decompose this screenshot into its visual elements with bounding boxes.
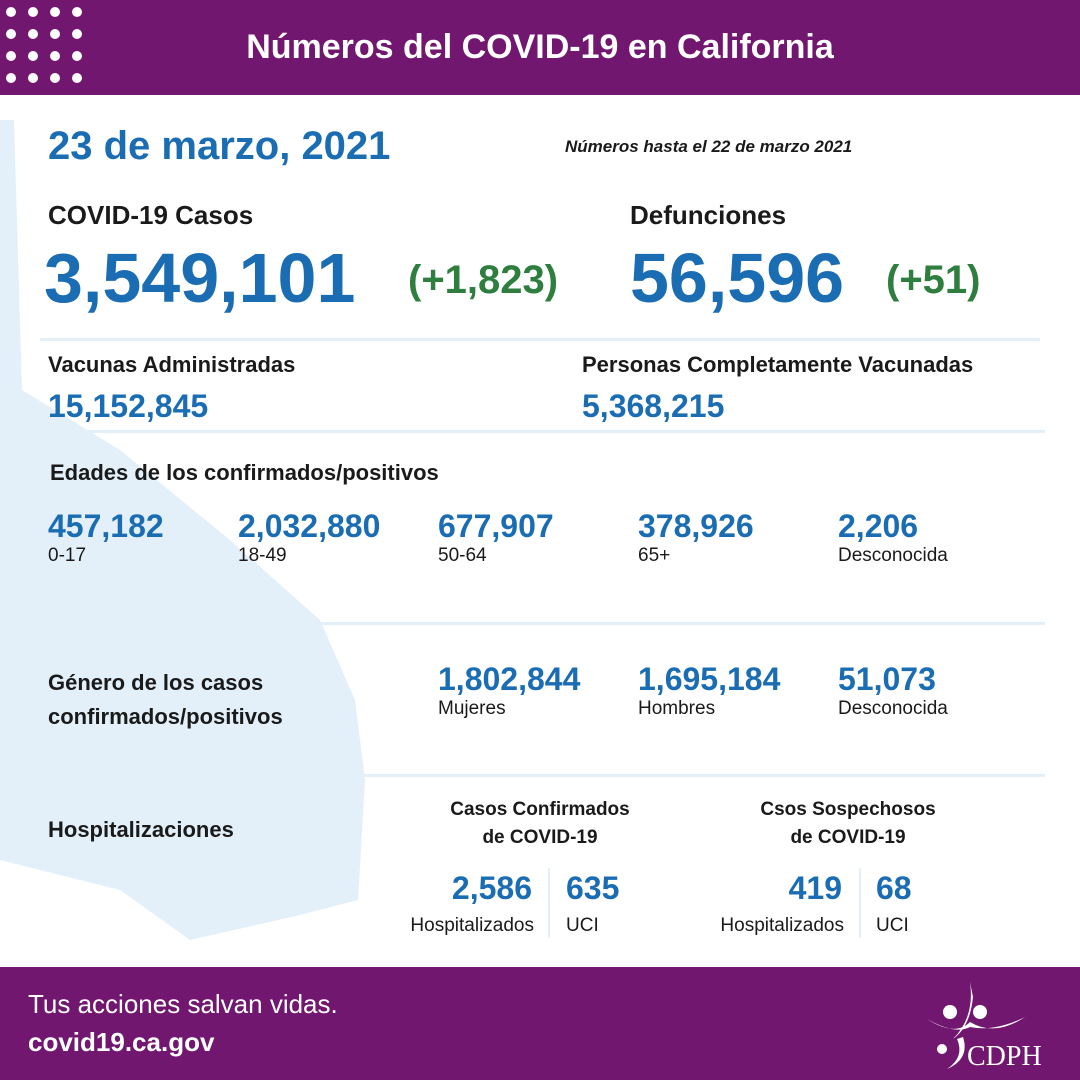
svg-text:CDPH: CDPH xyxy=(967,1041,1042,1072)
fully-vaccinated-value: 5,368,215 xyxy=(582,388,725,424)
confirmed-title: Casos Confirmados de COVID-19 xyxy=(450,799,630,848)
hospitalizations-label: Hospitalizaciones xyxy=(48,817,234,842)
divider xyxy=(40,430,1045,433)
confirmed-icu-label: UCI xyxy=(566,915,599,936)
cases-label: COVID-19 Casos xyxy=(48,200,254,230)
age-group: 2,032,880 18-49 xyxy=(238,508,380,567)
age-value: 2,206 xyxy=(838,508,919,544)
confirmed-hosp-label: Hospitalizados xyxy=(410,915,534,936)
age-label: 0-17 xyxy=(48,545,87,566)
tagline: Tus acciones salvan vidas. xyxy=(28,989,338,1019)
confirmed-icu-value: 635 xyxy=(566,870,620,906)
cdph-logo: CDPH xyxy=(925,977,1055,1072)
deaths-change: (+51) xyxy=(886,258,981,302)
website-link[interactable]: covid19.ca.gov xyxy=(28,1027,215,1057)
divider xyxy=(40,774,1045,777)
divider xyxy=(40,338,1040,341)
gender-label: Hombres xyxy=(638,698,716,719)
age-group: 2,206 Desconocida xyxy=(838,508,948,567)
gender-group: 51,073 Desconocida xyxy=(838,661,948,720)
divider xyxy=(859,868,861,938)
suspected-hosp-value: 419 xyxy=(788,870,842,906)
suspected-title: Csos Sospechosos de COVID-19 xyxy=(760,799,936,848)
gender-group: 1,802,844 Mujeres xyxy=(438,661,580,720)
gender-group: 1,695,184 Hombres xyxy=(638,661,780,720)
age-value: 378,926 xyxy=(638,508,754,544)
data-note: Números hasta el 22 de marzo 2021 xyxy=(565,137,853,156)
age-label: Desconocida xyxy=(838,545,948,566)
divider xyxy=(40,622,1045,625)
age-value: 2,032,880 xyxy=(238,508,381,544)
fully-vaccinated-label: Personas Completamente Vacunadas xyxy=(582,352,974,377)
vaccines-label: Vacunas Administradas xyxy=(48,352,296,377)
age-value: 457,182 xyxy=(48,508,164,544)
report-date: 23 de marzo, 2021 xyxy=(48,124,391,168)
gender-label: Mujeres xyxy=(438,698,506,719)
age-value: 677,907 xyxy=(438,508,554,544)
gender-value: 1,802,844 xyxy=(438,661,581,697)
age-label: 65+ xyxy=(638,545,671,566)
vaccines-value: 15,152,845 xyxy=(48,388,209,424)
footer-bar: Tus acciones salvan vidas. covid19.ca.go… xyxy=(0,967,1080,1080)
divider xyxy=(548,868,550,938)
suspected-icu-value: 68 xyxy=(876,870,912,906)
age-label: 50-64 xyxy=(438,545,487,566)
deaths-value: 56,596 xyxy=(630,239,845,317)
age-group: 457,182 0-17 xyxy=(48,508,164,567)
age-label: 18-49 xyxy=(238,545,287,566)
suspected-hosp-label: Hospitalizados xyxy=(720,915,844,936)
gender-value: 51,073 xyxy=(838,661,936,697)
age-group: 677,907 50-64 xyxy=(438,508,554,567)
gender-label: Género de los casos confirmados/positivos xyxy=(48,670,283,729)
cases-value: 3,549,101 xyxy=(44,239,356,317)
ages-label: Edades de los confirmados/positivos xyxy=(50,460,439,485)
suspected-icu-label: UCI xyxy=(876,915,909,936)
confirmed-hosp-value: 2,586 xyxy=(451,870,532,906)
page-title: Números del COVID-19 en California xyxy=(246,28,834,66)
deaths-label: Defunciones xyxy=(630,200,787,230)
header-bar: Números del COVID-19 en California xyxy=(0,0,1080,95)
gender-value: 1,695,184 xyxy=(638,661,781,697)
cases-change: (+1,823) xyxy=(408,258,559,302)
gender-label: Desconocida xyxy=(838,698,948,719)
age-group: 378,926 65+ xyxy=(638,508,754,567)
